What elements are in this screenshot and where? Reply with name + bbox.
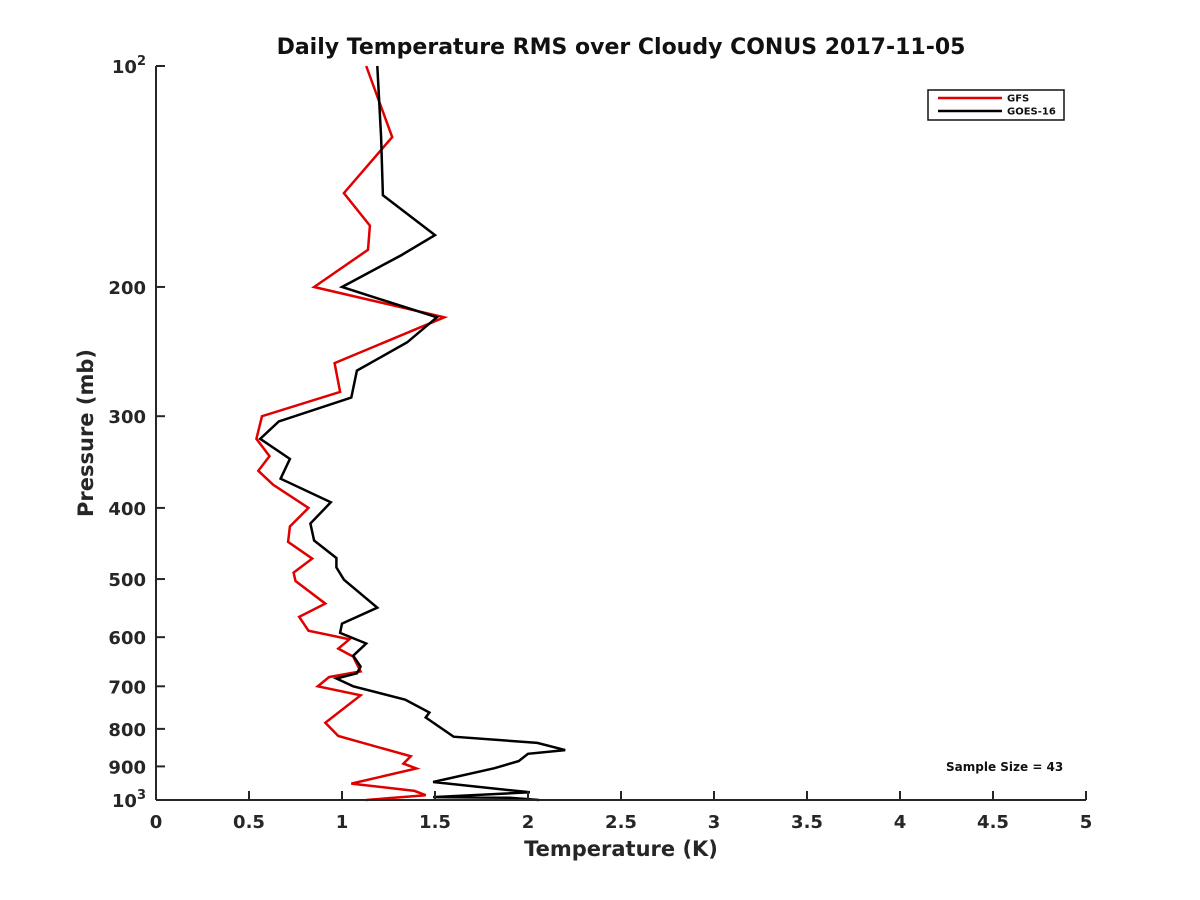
x-tick-label: 4 <box>894 812 907 833</box>
sample-size-annotation: Sample Size = 43 <box>946 760 1063 774</box>
y-tick-label: 103 <box>112 788 146 812</box>
x-tick-label: 3 <box>708 812 721 833</box>
x-tick-label: 1.5 <box>419 812 451 833</box>
y-tick-label: 102 <box>112 54 146 78</box>
y-tick-exponent: 3 <box>137 788 146 803</box>
y-tick-exponent: 2 <box>137 54 146 69</box>
legend-box <box>927 89 1065 121</box>
y-axis-label: Pressure (mb) <box>74 349 98 517</box>
y-tick-base: 10 <box>112 791 137 812</box>
legend: GFS GOES-16 <box>927 89 1065 121</box>
series-line-gfs <box>255 65 449 802</box>
x-tick-label: 4.5 <box>977 812 1009 833</box>
y-tick-label: 700 <box>108 677 146 698</box>
x-tick-label: 1 <box>336 812 349 833</box>
x-tick-label: 2.5 <box>605 812 637 833</box>
y-tick-label: 300 <box>108 407 146 428</box>
y-tick-base: 10 <box>112 57 137 78</box>
y-tick-label: 800 <box>108 720 146 741</box>
y-tick-label: 900 <box>108 757 146 778</box>
x-tick-label: 0 <box>150 812 163 833</box>
series-layer <box>255 65 566 802</box>
y-tick-label: 200 <box>108 278 146 299</box>
legend-label-gfs: GFS <box>1007 94 1029 105</box>
x-tick-label: 5 <box>1080 812 1093 833</box>
x-tick-label: 0.5 <box>233 812 265 833</box>
legend-label-goes16: GOES-16 <box>1007 107 1056 118</box>
x-axis-label: Temperature (K) <box>524 837 718 861</box>
chart-title: Daily Temperature RMS over Cloudy CONUS … <box>277 35 966 60</box>
series-line-goes16 <box>258 65 566 802</box>
y-tick-label: 600 <box>108 628 146 649</box>
x-ticks: 0 0.5 1 1.5 2 2.5 3 3.5 4 4.5 5 <box>150 791 1093 833</box>
y-tick-label: 400 <box>108 499 146 520</box>
x-tick-label: 3.5 <box>791 812 823 833</box>
x-tick-label: 2 <box>522 812 535 833</box>
y-tick-label: 500 <box>108 570 146 591</box>
